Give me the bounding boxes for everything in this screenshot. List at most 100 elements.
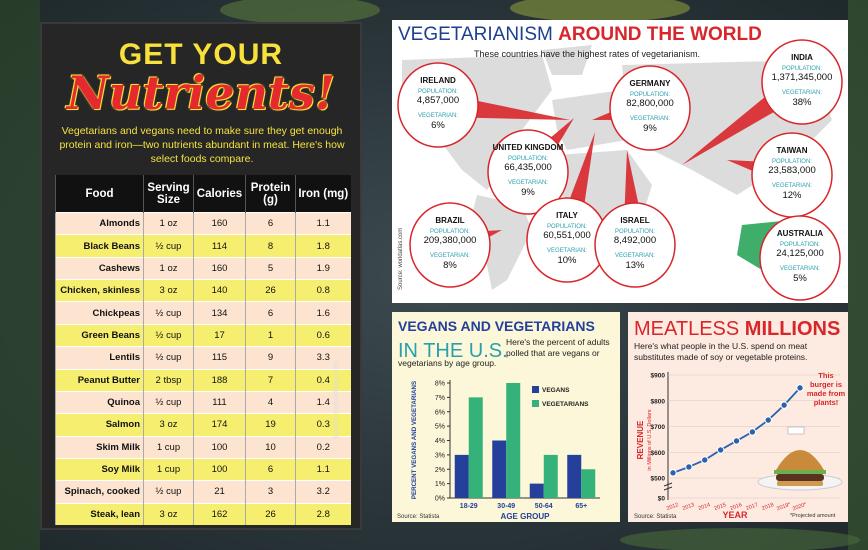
vegetarian-label: VEGETARIAN: [772,183,812,189]
chart-title: MEATLESS MILLIONS [634,318,840,340]
table-cell: 160 [193,256,246,280]
table-cell: 100 [193,457,246,481]
population: 209,380,000 [424,235,477,246]
table-cell: 6 [245,457,296,481]
vegetarian-share: 10% [557,255,577,266]
country-name: TAIWAN [777,146,808,155]
chart-subtitle: Here's the percent of adults polled that… [398,337,616,369]
table-cell: 3 [245,480,296,504]
table-cell: ½ cup [143,323,194,347]
legend-swatch [532,386,539,393]
x-tick-label: 50-64 [535,503,553,510]
table-cell: 134 [193,301,246,325]
table-cell: 114 [193,234,246,258]
population-label: POPULATION: [508,156,548,162]
vegetarian-label: VEGETARIAN: [782,90,822,96]
food-name: Green Beans [55,323,144,347]
y-tick-label: $600 [651,450,666,457]
table-cell: 188 [193,368,246,392]
map-title-part: AROUND THE WORLD [558,24,762,45]
y-tick-label: $700 [651,424,666,431]
population: 82,800,000 [626,98,674,109]
burger-illustration [757,426,843,491]
table-row: Chicken, skinless 3 oz 140 26 0.8 [55,279,351,302]
vegetarian-label: VEGETARIAN: [547,248,587,254]
table-row: Steak, lean 3 oz 162 26 2.8 [55,502,351,526]
country-callout: GERMANY POPULATION:82,800,000 VEGETARIAN:9… [609,65,691,151]
point [748,428,757,436]
callout-circle [759,215,841,301]
population-label: POPULATION: [547,224,587,230]
table-row: Spinach, cooked ½ cup 21 3 3.2 [55,480,351,504]
table-cell: 0.2 [295,435,351,459]
map-source: Source: worldatlas.com [398,228,404,290]
table-cell: 3.2 [295,480,351,504]
table-cell: ½ cup [143,480,194,504]
vegetarian-label: VEGETARIAN: [780,266,820,272]
food-name: Soy Milk [55,457,144,481]
table-cell: 140 [193,279,246,302]
table-cell: 1 [245,323,296,347]
bar [581,469,596,498]
chart-title: VEGANS AND VEGETARIANS [398,318,595,334]
vegetarian-share: 12% [782,190,802,201]
column-header: Protein (g) [245,175,296,213]
vegetable-decor [510,0,690,22]
vegetarian-label: VEGETARIAN: [430,253,470,259]
chart-subtitle-text: Here's the percent of adults polled that… [398,337,610,368]
chart-subtitle: Here's what people in the U.S. spend on … [634,341,808,362]
x-tick-label: 2012 [666,502,680,512]
table-cell: 21 [193,480,246,504]
table-row: Green Beans ½ cup 17 1 0.6 [55,323,351,347]
column-header: Food [55,175,144,213]
table-row: Black Beans ½ cup 114 8 1.8 [55,234,351,258]
country-callout: INDIA POPULATION:1,371,345,000 VEGETARIAN:… [761,39,843,125]
table-header: Food Serving Size Calories Protein (g) Iron … [55,175,351,213]
bar [454,454,469,498]
line-chart: MEATLESS MILLIONS REVENUE in Millions of… [634,318,843,520]
legend-label: VEGETARIANS [542,401,589,408]
intro: Vegetarians and vegans need to make sure… [59,125,345,165]
vegetable-decor [620,528,860,550]
map-title-part: VEGETARIANISM [398,24,553,45]
table-row: Almonds 1 oz 160 6 1.1 [55,211,351,235]
country-name: GERMANY [630,79,672,88]
vegetarian-share: 6% [431,120,445,131]
table-row: Quinoa ½ cup 111 4 1.4 [55,390,351,414]
table-cell: 10 [245,435,296,459]
country-callout: UNITED KINGDOM POPULATION:66,435,000 VEGET… [487,129,569,215]
table-cell: 111 [193,390,246,414]
table-source: Source: myfooddiary.com [333,361,340,440]
bar [543,454,558,498]
population: 1,371,345,000 [772,72,833,83]
y-tick-label: 4% [435,438,445,445]
table-cell: 162 [193,502,246,526]
population-label: POPULATION: [772,159,812,165]
x-tick-label: 2020* [792,501,808,512]
vegetarian-share: 13% [625,260,645,271]
chart-title-line2: IN THE U.S. [398,340,508,362]
table-cell: ½ cup [143,234,194,258]
table-row: Lentils ½ cup 115 9 3.3 [55,346,351,370]
table-cell: 160 [193,211,246,235]
country-name: UNITED KINGDOM [493,143,564,152]
y-tick-label: 2% [435,467,445,474]
table-row: Chickpeas ½ cup 134 6 1.6 [55,301,351,325]
food-name: Peanut Butter [55,368,144,392]
country-callout: BRAZIL POPULATION:209,380,000 VEGETARIAN:8… [409,202,491,288]
callout-circle [487,129,569,215]
table-row: Peanut Butter 2 tbsp 188 7 0.4 [55,368,351,392]
table-cell: 1.8 [295,234,351,258]
y-axis-label: REVENUE [636,420,645,459]
x-tick-label: 2018 [761,502,775,512]
y-tick-label: $500 [651,476,666,483]
vegetarian-label: VEGETARIAN: [630,116,670,122]
bar [468,397,483,498]
table-cell: 17 [193,323,246,347]
country-name: ITALY [556,211,578,220]
table-row: Salmon 3 oz 174 19 0.3 [55,413,351,437]
table-cell: 1.1 [295,457,351,481]
country-callout: ITALY POPULATION:60,551,000 VEGETARIAN:10% [526,197,608,283]
table-cell: 26 [245,279,296,302]
continent [542,45,592,75]
